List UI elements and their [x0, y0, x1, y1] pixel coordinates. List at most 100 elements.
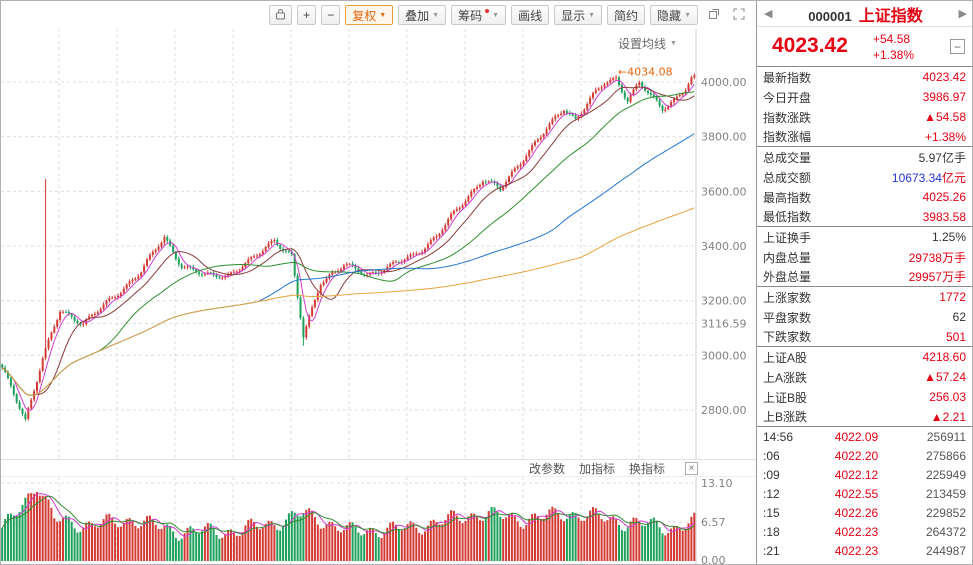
tick-price: 4022.55 [834, 486, 879, 501]
stat-row: 内盘总量 29738万手 [757, 247, 972, 267]
close-indicator-button[interactable]: × [685, 461, 698, 475]
quote-header: ◀ 000001 上证指数 ▶ [757, 1, 972, 27]
stat-label: 总成交额 [763, 170, 812, 185]
change-value: +54.58 [873, 32, 911, 46]
volume-chart[interactable]: 13.10 6.57 0.00 [1, 477, 756, 565]
tick-price: 4022.23 [834, 543, 879, 558]
next-stock-arrow[interactable]: ▶ [958, 8, 967, 20]
tick-row: :12 4022.55 213459 [757, 484, 972, 503]
ma-settings-button[interactable]: 设置均线 ▼ [618, 35, 677, 52]
stat-label: 下跌家数 [763, 330, 812, 344]
tick-time: 14:56 [763, 429, 794, 444]
tick-price: 4022.12 [834, 467, 879, 482]
tick-time: :06 [763, 448, 780, 463]
hide-button[interactable]: 隐藏 ▼ [650, 5, 698, 25]
last-price: 4023.42 [772, 34, 848, 57]
stat-value: 5.97亿手 [918, 150, 966, 165]
stat-label: 今日开盘 [763, 90, 812, 105]
tick-volume: 225949 [925, 467, 966, 482]
hide-label: 隐藏 [657, 8, 682, 23]
svg-text:0.00: 0.00 [701, 554, 726, 565]
svg-text:←4034.08: ←4034.08 [618, 66, 673, 79]
candlestick-chart[interactable]: 4000.00 3800.00 3600.00 3400.00 3200.00 3000.… [1, 29, 756, 459]
stat-value: 1772 [939, 290, 966, 304]
stat-value: 501 [945, 329, 966, 344]
stat-value: 4218.60 [922, 350, 966, 364]
stat-row: 外盘总量 29957万手 [757, 267, 972, 287]
stat-value: 4023.42 [922, 70, 966, 84]
tick-volume: 244987 [925, 543, 966, 558]
stock-name: 上证指数 [858, 7, 923, 25]
tick-price: 4022.20 [834, 448, 879, 463]
stat-value: ▲57.24 [924, 370, 966, 384]
stat-row: 最新指数 4023.42 [757, 67, 972, 87]
tick-row: :06 4022.20 275866 [757, 446, 972, 465]
chip-distribution-button[interactable]: 筹码 ▼ [451, 5, 507, 25]
ma-settings-label: 设置均线 [618, 37, 667, 51]
draw-line-button[interactable]: 画线 [511, 5, 550, 25]
quote-panel: ◀ 000001 上证指数 ▶ 4023.42 +54.58 +1.38% − … [756, 1, 972, 564]
stat-label: 上B涨跌 [763, 410, 808, 424]
tick-volume: 213459 [925, 486, 966, 501]
simple-mode-button[interactable]: 简约 [607, 5, 646, 25]
overlay-label: 叠加 [405, 8, 430, 23]
chevron-down-icon: ▼ [684, 11, 691, 19]
stat-value: 29738万手 [908, 250, 966, 265]
add-indicator-link[interactable]: 加指标 [578, 461, 615, 476]
pop-out-button[interactable] [705, 8, 723, 23]
adjust-price-label: 复权 [352, 8, 377, 23]
price-block: 4023.42 +54.58 +1.38% − [757, 27, 972, 67]
stat-value: ▲54.58 [924, 110, 966, 124]
stat-row: 指数涨跌 ▲54.58 [757, 107, 972, 127]
zoom-out-button[interactable]: − [321, 5, 341, 25]
stat-value: 256.03 [929, 390, 966, 404]
stat-value: 4025.26 [922, 190, 966, 204]
stat-row: 今日开盘 3986.97 [757, 87, 972, 107]
lock-button[interactable] [269, 5, 293, 25]
stat-label: 最新指数 [763, 70, 812, 85]
tick-price: 4022.26 [834, 505, 879, 520]
adjust-price-button[interactable]: 复权 ▼ [345, 5, 394, 25]
stat-row: 平盘家数 62 [757, 307, 972, 327]
pop-out-icon [708, 8, 720, 23]
fullscreen-button[interactable] [730, 8, 748, 23]
chevron-down-icon: ▼ [670, 40, 677, 47]
overlay-button[interactable]: 叠加 ▼ [398, 5, 447, 25]
minimize-panel-button[interactable]: − [950, 39, 965, 54]
stat-row: 上涨家数 1772 [757, 287, 972, 307]
stat-label: 总成交量 [763, 150, 812, 165]
stat-label: 上证A股 [763, 350, 808, 365]
svg-text:3600.00: 3600.00 [701, 185, 747, 198]
stat-row: 总成交量 5.97亿手 [757, 147, 972, 167]
stat-row: 指数涨幅 +1.38% [757, 127, 972, 147]
tick-time: :12 [763, 486, 780, 501]
tick-volume: 264372 [925, 524, 966, 539]
tick-row: 14:56 4022.09 256911 [757, 427, 972, 446]
display-button[interactable]: 显示 ▼ [554, 5, 603, 25]
stat-value: 10673.34亿元 [891, 170, 966, 185]
stock-code: 000001 [808, 8, 852, 24]
tick-row: :21 4022.23 244987 [757, 541, 972, 560]
prev-stock-arrow[interactable]: ◀ [764, 8, 773, 20]
index-stats-table: 最新指数 4023.42 今日开盘 3986.97 指数涨跌 ▲54.58 指数涨幅 +1.3… [757, 67, 972, 427]
change-params-link[interactable]: 改参数 [528, 461, 565, 476]
chevron-down-icon: ▼ [588, 11, 596, 19]
stat-row: 上证换手 1.25% [757, 227, 972, 247]
indicator-panel-header: 改参数 加指标 换指标 × [1, 459, 756, 477]
svg-text:3000.00: 3000.00 [701, 349, 747, 362]
zoom-in-button[interactable]: + [297, 5, 317, 25]
stat-label: 平盘家数 [763, 310, 812, 325]
draw-line-label: 画线 [518, 8, 543, 23]
tick-list[interactable]: 14:56 4022.09 256911:06 4022.20 275866:09 402… [757, 427, 972, 564]
tick-volume: 229852 [925, 505, 966, 520]
stat-label: 指数涨跌 [763, 110, 812, 125]
switch-indicator-link[interactable]: 换指标 [628, 461, 665, 476]
stat-row: 总成交额 10673.34亿元 [757, 167, 972, 187]
svg-text:3800.00: 3800.00 [701, 131, 747, 144]
stat-label: 最低指数 [763, 210, 812, 224]
change-percent: +1.38% [873, 48, 915, 62]
stat-row: 下跌家数 501 [757, 327, 972, 347]
stat-row: 上证A股 4218.60 [757, 347, 972, 367]
stat-label: 指数涨幅 [763, 130, 812, 144]
chip-distribution-label: 筹码 [458, 8, 483, 23]
